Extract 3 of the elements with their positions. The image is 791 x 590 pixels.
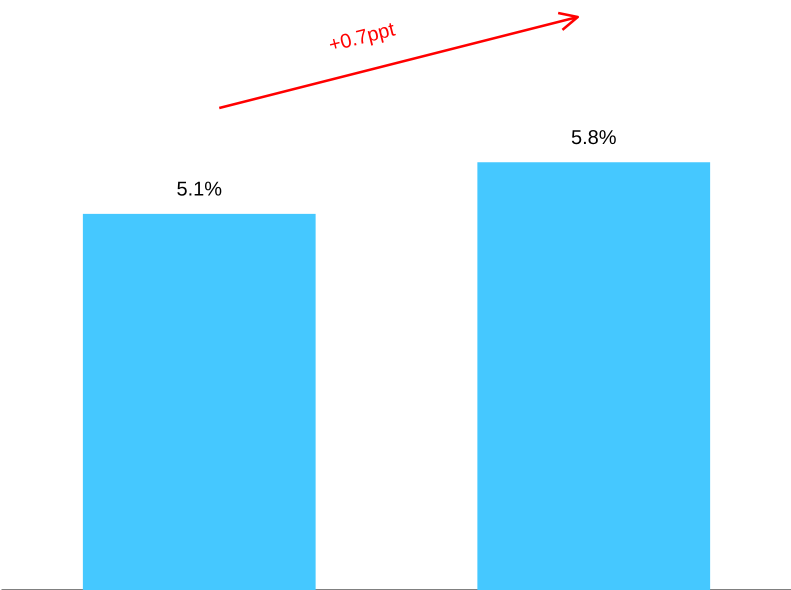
data-label: 5.8%	[570, 126, 617, 149]
text: +0.7ppt	[326, 18, 398, 56]
data-label: 5.1%	[176, 178, 222, 200]
